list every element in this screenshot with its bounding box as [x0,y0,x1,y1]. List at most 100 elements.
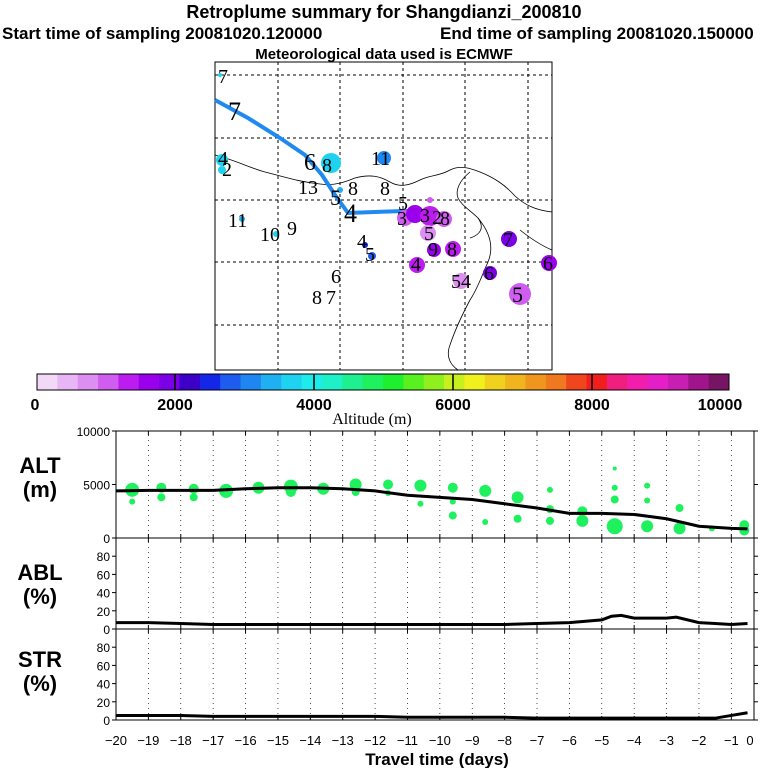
map-day-label: 9 [287,218,297,240]
map-day-label: 5 [512,282,523,307]
alt-line [115,486,748,531]
map-day-label: 3 [420,205,430,227]
map-dot [509,283,531,305]
colorbar-swatch [606,374,628,390]
x-tick-label: −14 [299,733,321,748]
x-tick-label: −19 [137,733,159,748]
map-dot [501,231,517,247]
map-dot [218,73,222,77]
map-dot [409,257,425,273]
alt-particle-dot [545,516,554,525]
altitude-colorbar [36,373,730,391]
map-day-label: 6 [484,263,494,285]
abl-line [116,613,748,626]
colorbar-swatch [708,374,730,390]
map-day-label: 10 [260,224,280,246]
met-data-label: Meteorological data used is ECMWF [255,46,513,63]
colorbar-swatch [566,374,588,390]
colorbar-swatch [240,374,262,390]
alt-particle-dot [349,478,362,491]
x-tick-label: −20 [105,733,127,748]
panel-frame-alt [115,430,755,539]
map-dot [420,225,436,241]
y-tick-label: 20 [97,605,111,619]
map-dot [239,216,245,222]
colorbar-swatch [647,374,669,390]
map-day-label: 4 [218,148,228,170]
x-tick-label: −6 [562,733,577,748]
map-dot [218,166,226,174]
map-dot [368,252,376,260]
alt-particle-dot [447,482,458,493]
panel-unit-str: (%) [23,671,57,696]
end-time-label: End time of sampling 20081020.150000 [440,24,754,43]
map-day-label: 2 [432,207,442,229]
map-dot [427,197,433,203]
alt-particle-dot [448,511,457,520]
colorbar-swatch [525,374,547,390]
colorbar-tick-labels: 0 2000 4000 6000 8000 10000 [31,397,743,414]
map-day-label: 5 [365,244,375,266]
map-day-label: 7 [218,66,228,88]
map-day-label: 8 [312,287,322,309]
map-dot [483,266,497,280]
map-dot [420,206,440,226]
colorbar-swatch [688,374,710,390]
x-tick-label: −8 [497,733,512,748]
colorbar-swatch [321,374,343,390]
map-dot [436,211,452,227]
alt-particle-dot [611,484,618,491]
map-day-label: 5 [424,223,434,245]
map-day-label: 6 [304,150,316,176]
colorbar-swatch [586,374,608,390]
x-tick-label: −17 [202,733,224,748]
x-tick-label: −13 [332,733,354,748]
x-tick-label: −3 [659,733,674,748]
panel-unit-abl: (%) [23,584,57,609]
colorbar-tick: 2000 [157,397,193,414]
mean-trajectory-line [214,98,431,216]
colorbar-swatch [627,374,649,390]
alt-particle-dot [644,482,651,489]
alt-particle-dot [479,484,492,497]
colorbar-swatch [179,374,201,390]
colorbar-tick: 0 [31,397,40,414]
colorbar-swatch [342,374,364,390]
colorbar-swatch [505,374,526,390]
colorbar-swatch [220,374,242,390]
map-day-label: 9 [428,239,438,261]
map-day-label: 7 [503,229,513,251]
y-tick-label: 0 [103,532,110,546]
map-day-label: 8 [380,178,390,200]
y-tick-label: 5000 [83,479,110,493]
map-day-label: 8 [447,239,457,261]
alt-particle-dot [739,525,750,536]
colorbar-tick: 6000 [435,397,471,414]
map-dot [453,273,469,289]
y-tick-label: 20 [97,696,111,710]
y-tick-label: 0 [103,714,110,728]
panel-frame-str [115,628,755,721]
alt-particle-dot [157,493,166,502]
x-tick-label: −11 [397,733,418,748]
alt-particle-dot [546,486,553,493]
colorbar-swatch [138,374,160,390]
str-line [116,711,748,720]
colorbar-frame [36,373,730,391]
colorbar-swatch [362,374,384,390]
start-time-label: Start time of sampling 20081020.120000 [2,24,323,43]
x-tick-label: −7 [530,733,545,748]
map-day-label: 5 [330,185,341,210]
colorbar-swatch [301,374,323,390]
map-day-label: 13 [298,177,318,199]
colorbar-swatch [444,374,465,390]
map-day-label: 8 [348,178,358,200]
map-day-label: 4 [357,231,367,253]
alt-particle-dot [129,498,136,505]
colorbar-swatch [464,374,486,390]
colorbar-label: Altitude (m) [332,411,412,428]
alt-particle-dot [189,493,198,502]
alt-particle-dot [482,518,489,525]
x-tick-label: −18 [170,733,192,748]
